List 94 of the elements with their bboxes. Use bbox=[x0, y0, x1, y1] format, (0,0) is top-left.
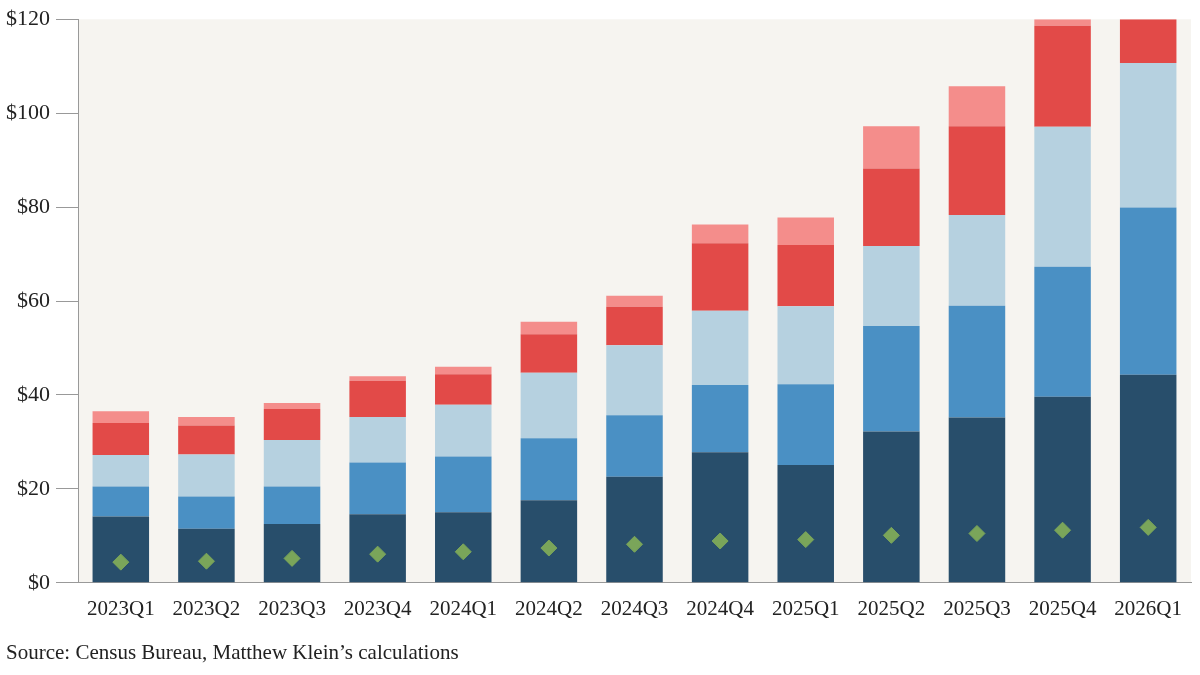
y-tick-label: $60 bbox=[17, 286, 50, 312]
bar bbox=[777, 306, 834, 385]
bar bbox=[1119, 62, 1177, 208]
bar bbox=[178, 528, 235, 583]
bar bbox=[606, 295, 663, 307]
bar bbox=[863, 246, 920, 326]
point bbox=[626, 535, 643, 553]
y-tick-label: $40 bbox=[17, 380, 50, 406]
bar bbox=[606, 476, 663, 583]
bar bbox=[92, 455, 150, 487]
bar bbox=[1034, 126, 1091, 267]
bar bbox=[777, 245, 834, 307]
bar bbox=[777, 464, 834, 583]
bar bbox=[178, 496, 235, 529]
point bbox=[112, 553, 130, 571]
bar bbox=[349, 380, 406, 418]
point bbox=[797, 531, 815, 549]
bar bbox=[520, 500, 578, 583]
bar bbox=[92, 486, 150, 517]
x-tick-label: 2024Q1 bbox=[429, 595, 498, 620]
bar bbox=[349, 462, 406, 515]
bar bbox=[435, 512, 492, 583]
bar bbox=[1119, 207, 1177, 375]
point bbox=[711, 532, 729, 550]
bar bbox=[948, 86, 1006, 127]
bar bbox=[1034, 25, 1091, 127]
x-tick-label: 2023Q1 bbox=[86, 595, 155, 620]
bar bbox=[520, 438, 578, 501]
x-tick-label: 2025Q1 bbox=[771, 595, 840, 620]
y-tick-label: $120 bbox=[6, 4, 50, 30]
bar bbox=[263, 440, 321, 487]
bar bbox=[691, 243, 749, 311]
x-tick-label: 2025Q3 bbox=[943, 595, 1011, 620]
x-tick-label: 2024Q4 bbox=[686, 595, 755, 620]
x-tick-label: 2024Q3 bbox=[600, 595, 669, 620]
bar bbox=[349, 417, 406, 463]
bar bbox=[1034, 19, 1091, 26]
bar bbox=[435, 366, 492, 375]
bar bbox=[863, 325, 920, 432]
x-tick-label: 2025Q4 bbox=[1028, 595, 1097, 620]
bar bbox=[863, 168, 920, 247]
point bbox=[882, 526, 900, 544]
bar bbox=[948, 305, 1006, 418]
bar bbox=[691, 452, 749, 583]
bar bbox=[863, 431, 920, 583]
bar bbox=[1034, 396, 1091, 583]
x-tick-label: 2023Q2 bbox=[172, 595, 241, 620]
bar bbox=[777, 217, 834, 246]
bar bbox=[691, 310, 749, 386]
x-tick-label: 2023Q3 bbox=[258, 595, 326, 620]
bar bbox=[1034, 266, 1091, 397]
bar bbox=[948, 417, 1006, 583]
bar bbox=[435, 374, 492, 405]
bar bbox=[606, 306, 663, 346]
bar bbox=[349, 514, 406, 583]
bar bbox=[863, 126, 920, 169]
bar bbox=[349, 376, 406, 381]
bar bbox=[178, 417, 235, 426]
point bbox=[1139, 518, 1157, 536]
source-note: Source: Census Bureau, Matthew Klein’s calculations bbox=[6, 640, 459, 665]
y-tick-label: $20 bbox=[17, 474, 50, 500]
bar bbox=[1119, 19, 1177, 63]
bar bbox=[263, 402, 321, 410]
point bbox=[540, 539, 558, 557]
x-tick-label: 2023Q4 bbox=[343, 595, 412, 620]
bar bbox=[691, 385, 749, 453]
point bbox=[968, 524, 986, 542]
x-tick-label: 2025Q2 bbox=[857, 595, 926, 620]
bar bbox=[691, 224, 749, 244]
bar bbox=[435, 456, 492, 513]
bar bbox=[606, 415, 663, 477]
bar bbox=[777, 384, 834, 465]
bar bbox=[435, 404, 492, 457]
bar bbox=[520, 372, 578, 439]
bar bbox=[92, 423, 150, 456]
bar bbox=[948, 126, 1006, 216]
bar bbox=[92, 411, 150, 424]
y-tick-label: $80 bbox=[17, 192, 50, 218]
bar bbox=[178, 454, 235, 497]
bar bbox=[263, 524, 321, 583]
x-tick-label: 2026Q1 bbox=[1114, 595, 1183, 620]
point bbox=[1054, 521, 1072, 539]
y-tick-label: $100 bbox=[6, 98, 50, 124]
bar bbox=[263, 409, 321, 441]
bar bbox=[178, 425, 235, 455]
bar bbox=[263, 486, 321, 525]
y-tick-label: $0 bbox=[28, 568, 50, 594]
bar bbox=[92, 516, 150, 583]
bar bbox=[948, 215, 1006, 306]
bar bbox=[520, 321, 578, 335]
x-tick-label: 2024Q2 bbox=[515, 595, 583, 620]
bar bbox=[520, 334, 578, 373]
bar bbox=[606, 345, 663, 416]
bar bbox=[1119, 374, 1177, 583]
